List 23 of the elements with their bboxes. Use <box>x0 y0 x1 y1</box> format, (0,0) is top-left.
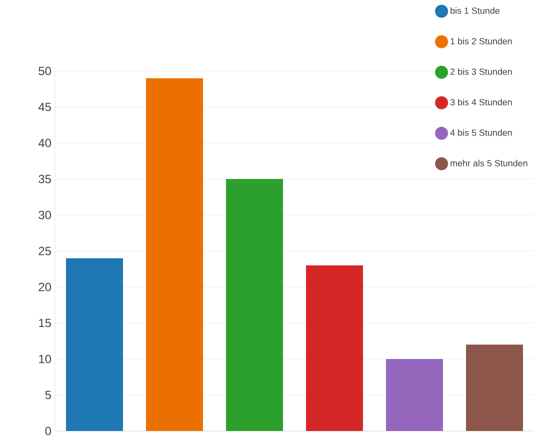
bar <box>306 265 363 431</box>
y-tick-label: 45 <box>38 102 51 112</box>
bar <box>146 78 203 431</box>
y-tick-label: 50 <box>38 66 52 76</box>
y-tick-label: 10 <box>39 354 52 364</box>
legend-label: bis 1 Stunde <box>450 7 500 14</box>
bar <box>66 258 123 431</box>
bar <box>226 179 283 431</box>
bar <box>386 359 443 431</box>
y-tick-label: 25 <box>38 246 51 256</box>
y-tick-label: 15 <box>39 318 51 328</box>
y-tick-label: 40 <box>38 138 52 148</box>
legend-label: 4 bis 5 Stunden <box>450 129 512 136</box>
legend-label: 3 bis 4 Stunden <box>450 98 512 106</box>
y-tick-label: 30 <box>38 210 52 220</box>
legend-label: mehr als 5 Stunden <box>450 160 528 166</box>
y-tick-label: 0 <box>45 426 52 436</box>
y-tick-label: 35 <box>38 174 51 184</box>
y-tick-label: 5 <box>45 390 51 400</box>
y-tick-label: 20 <box>38 282 52 292</box>
bar <box>466 344 524 431</box>
legend-label: 1 bis 2 Stunden <box>450 38 512 44</box>
legend-label: 2 bis 3 Stunden <box>450 68 512 75</box>
